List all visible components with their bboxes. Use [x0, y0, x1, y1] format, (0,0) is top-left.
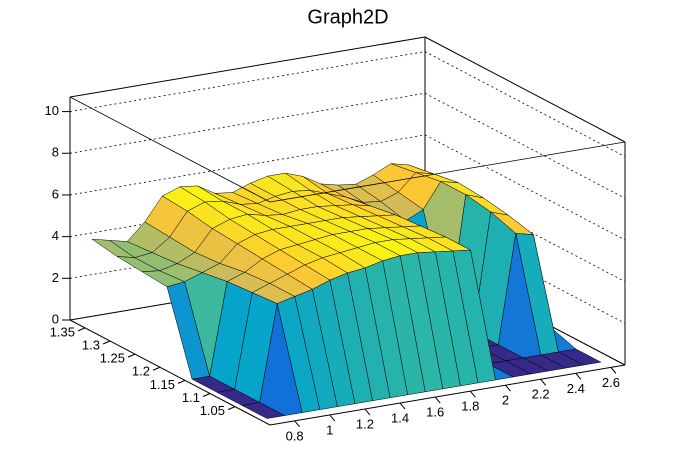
x-tick-label: 2.4 — [567, 381, 585, 396]
x-tick-label: 1.2 — [356, 416, 374, 431]
x-tick — [364, 408, 371, 416]
grid-line — [69, 134, 426, 196]
x-tick — [505, 384, 511, 392]
z-tick-label: 8 — [52, 145, 59, 160]
y-tick-label: 1.2 — [132, 364, 150, 379]
y-tick-label: 1.3 — [82, 337, 100, 352]
y-tick — [127, 353, 136, 358]
y-tick-label: 1.35 — [50, 324, 75, 339]
x-tick — [399, 402, 406, 410]
x-tick-label: 2.2 — [532, 387, 550, 402]
y-tick-label: 1.05 — [200, 403, 225, 418]
z-tick-label: 2 — [52, 270, 59, 285]
x-tick — [540, 378, 547, 386]
y-tick-label: 1.25 — [100, 351, 125, 366]
x-tick — [329, 414, 336, 422]
y-tick-label: 1.15 — [150, 377, 175, 392]
grid-line — [424, 51, 626, 157]
y-tick — [77, 327, 86, 332]
y-tick — [227, 406, 236, 411]
x-tick-label: 2 — [502, 393, 509, 408]
box-edge — [424, 36, 626, 143]
z-tick-label: 10 — [45, 103, 59, 118]
box-edge — [269, 141, 626, 203]
grid-line — [69, 51, 426, 112]
y-tick — [152, 366, 161, 371]
grid-line — [69, 92, 426, 154]
box-edge — [69, 36, 426, 98]
y-axis — [69, 319, 271, 426]
x-tick-label: 1.4 — [391, 410, 409, 425]
box-edge — [69, 96, 271, 203]
x-tick-label: 1.6 — [426, 405, 444, 420]
x-axis — [269, 364, 626, 426]
y-tick — [177, 379, 186, 384]
x-tick — [575, 372, 582, 380]
x-tick — [610, 367, 617, 374]
surface-cell — [241, 402, 286, 419]
x-tick — [434, 396, 441, 404]
x-tick-label: 0.8 — [286, 428, 304, 443]
y-tick — [102, 340, 111, 345]
y-tick-label: 1.1 — [182, 390, 200, 405]
z-tick-label: 4 — [52, 228, 59, 243]
x-tick-label: 1 — [326, 422, 333, 437]
x-tick — [469, 390, 476, 398]
x-tick — [294, 420, 300, 428]
chart-title: Graph2D — [307, 6, 388, 28]
z-tick-label: 0 — [52, 311, 59, 326]
z-tick-label: 6 — [52, 186, 59, 201]
x-tick-label: 1.8 — [461, 399, 479, 414]
x-tick-label: 2.6 — [602, 375, 620, 390]
y-tick — [202, 393, 211, 397]
